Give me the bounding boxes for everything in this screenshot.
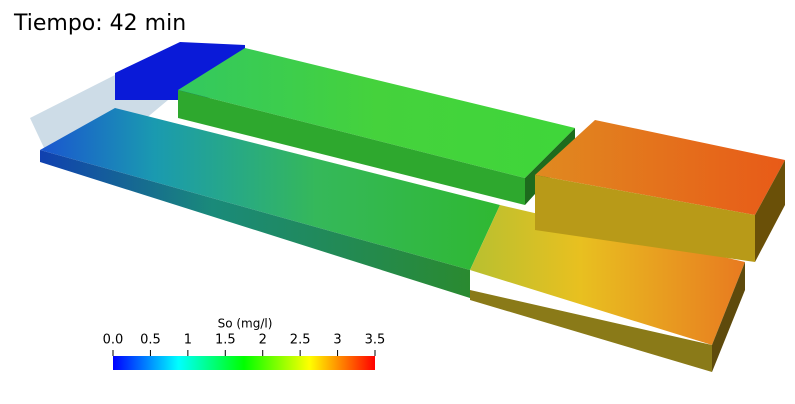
- tick-label: 1.5: [215, 333, 236, 348]
- model-3d: [30, 42, 785, 372]
- colorbar-gradient: [113, 356, 375, 370]
- tick-label: 3.5: [365, 333, 386, 348]
- title: Tiempo: 42 min: [13, 11, 186, 36]
- tick-label: 2.5: [290, 333, 311, 348]
- tick-label: 0.0: [103, 333, 124, 348]
- colorbar-label: So (mg/l): [218, 317, 273, 331]
- colorbar: 0.0 0.5 1 1.5 2 2.5 3 3.5: [103, 333, 386, 370]
- tick-label: 1: [184, 333, 192, 348]
- tick-label: 0.5: [140, 333, 161, 348]
- tick-label: 2: [259, 333, 267, 348]
- tick-label: 3: [333, 333, 341, 348]
